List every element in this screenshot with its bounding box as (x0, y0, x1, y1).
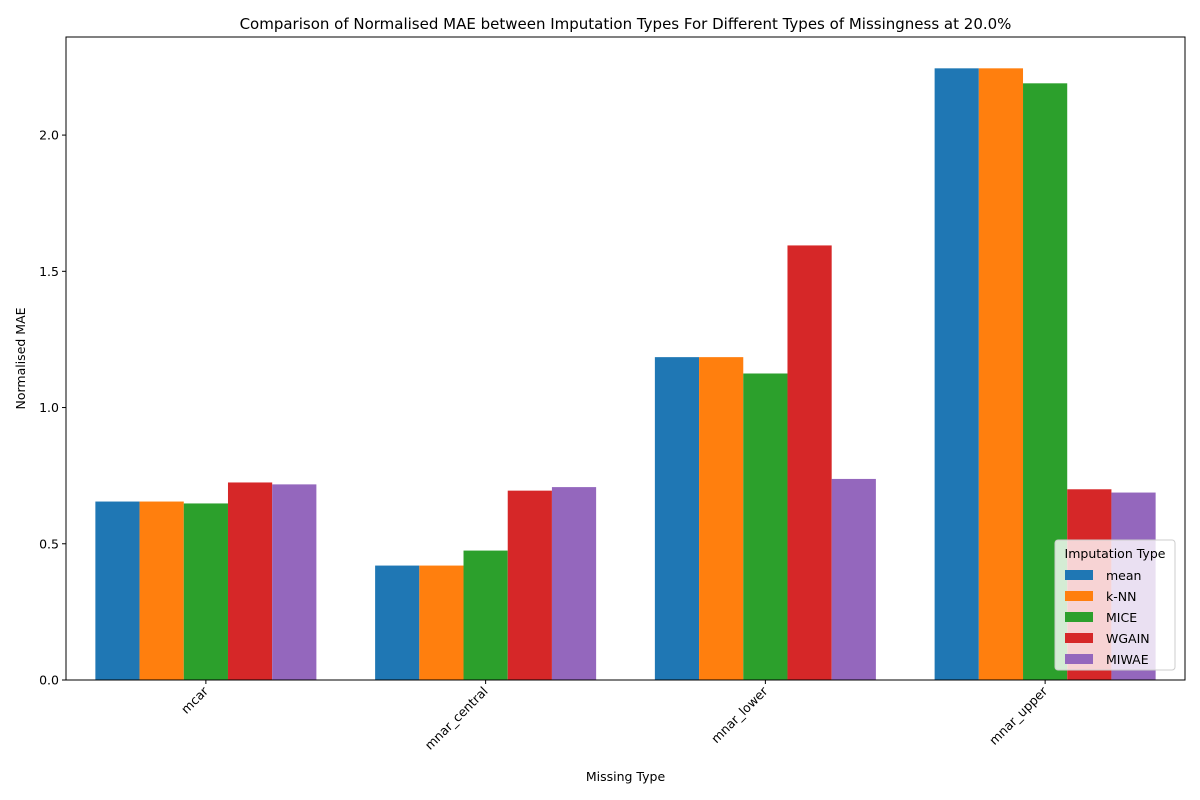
legend-swatch-mean (1065, 570, 1093, 580)
y-tick-label: 2.0 (39, 128, 59, 143)
bar-k-nn-mcar (139, 501, 184, 680)
y-tick-label: 1.5 (39, 264, 59, 279)
legend: Imputation Type mean k-NN MICE WGAIN MIWAE (1054, 539, 1176, 671)
bar-wgain-mnar_lower (787, 245, 832, 680)
x-tick-label: mnar_upper (986, 683, 1051, 748)
legend-swatch-miwae (1065, 654, 1093, 664)
plot-frame (65, 36, 1186, 681)
bar-k-nn-mnar_central (419, 565, 464, 680)
y-axis: 0.0 0.5 1.0 1.5 2.0 (39, 128, 66, 688)
y-tick-label: 0.5 (39, 536, 59, 551)
bar-mice-mcar (183, 503, 228, 680)
x-tick-label: mnar_lower (708, 683, 771, 746)
bar-miwae-mnar_central (551, 487, 597, 680)
y-axis-label: Normalised MAE (13, 307, 28, 409)
legend-label-mean: mean (1106, 568, 1141, 583)
bar-mean-mnar_upper (934, 68, 979, 680)
bar-miwae-mcar (272, 484, 317, 680)
bar-wgain-mcar (227, 482, 273, 680)
y-tick-label: 0.0 (39, 673, 59, 688)
legend-swatch-wgain (1065, 633, 1093, 643)
bar-miwae-mnar_lower (831, 478, 876, 680)
x-tick-label: mcar (178, 683, 212, 717)
y-tick-label: 1.0 (39, 400, 59, 415)
x-axis: mcar mnar_central mnar_lower mnar_upper (178, 680, 1051, 753)
bar-k-nn-mnar_lower (699, 357, 744, 680)
bar-mean-mnar_central (375, 565, 420, 680)
x-axis-label: Missing Type (586, 769, 666, 784)
legend-label-wgain: WGAIN (1106, 631, 1150, 646)
legend-swatch-mice (1065, 612, 1093, 622)
legend-label-k-nn: k-NN (1106, 589, 1136, 604)
bars-group (95, 68, 1156, 680)
bar-k-nn-mnar_upper (978, 68, 1024, 680)
bar-wgain-mnar_central (507, 490, 552, 680)
bar-mean-mnar_lower (654, 357, 700, 680)
bar-mice-mnar_central (463, 550, 508, 680)
legend-title: Imputation Type (1065, 546, 1166, 561)
chart-title: Comparison of Normalised MAE between Imp… (240, 15, 1012, 33)
bar-mice-mnar_lower (743, 373, 788, 680)
legend-label-mice: MICE (1106, 610, 1137, 625)
x-tick-label: mnar_central (422, 684, 491, 753)
legend-swatch-k-nn (1065, 591, 1093, 601)
legend-label-miwae: MIWAE (1106, 652, 1149, 667)
bar-mean-mcar (95, 501, 140, 680)
